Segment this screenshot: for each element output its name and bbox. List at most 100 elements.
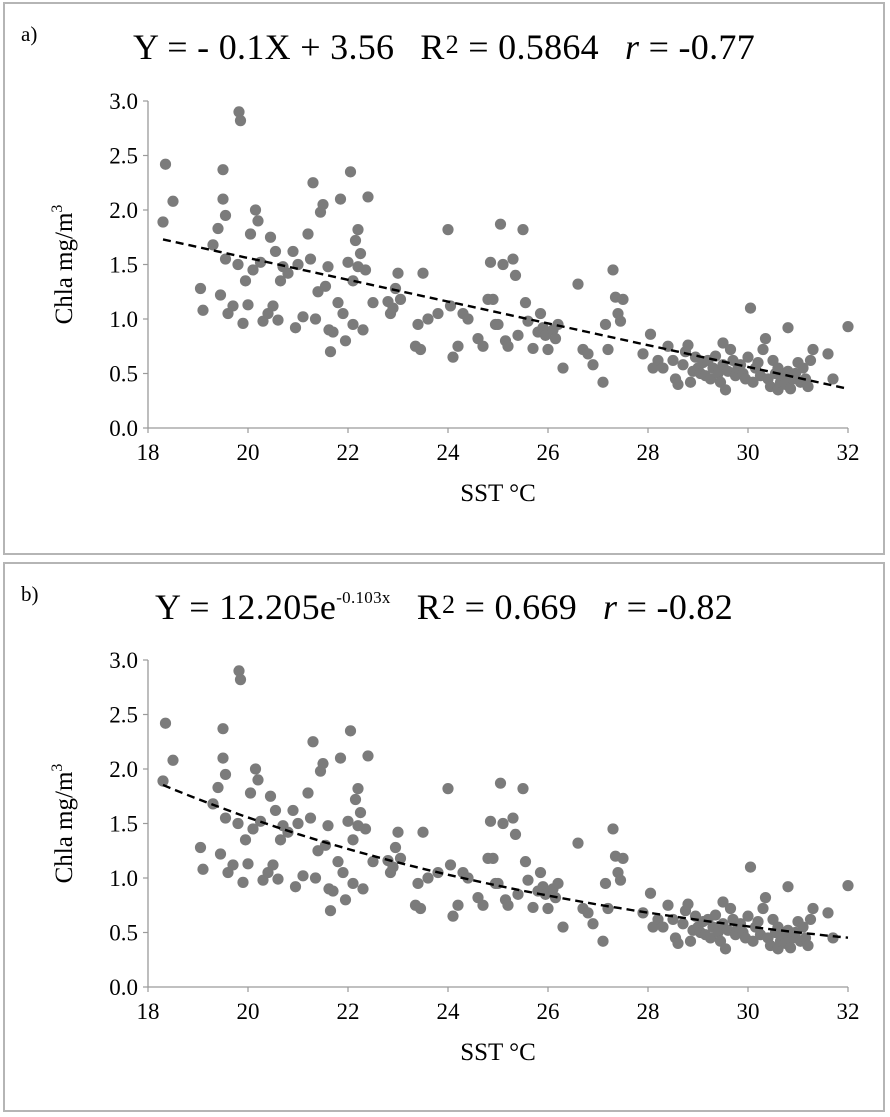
data-point bbox=[507, 812, 519, 824]
data-point bbox=[422, 872, 434, 884]
x-tick-label: 32 bbox=[837, 440, 860, 465]
data-point bbox=[822, 348, 834, 360]
r-value: = -0.77 bbox=[639, 27, 755, 67]
y-axis-title-superscript: 3 bbox=[49, 764, 66, 772]
data-point bbox=[362, 191, 374, 203]
data-point bbox=[602, 343, 614, 356]
data-point bbox=[322, 820, 334, 832]
data-point bbox=[322, 261, 334, 273]
data-point bbox=[542, 343, 554, 356]
data-point bbox=[287, 804, 299, 817]
data-point bbox=[167, 754, 179, 766]
data-point bbox=[274, 275, 287, 287]
x-tick-label: 26 bbox=[537, 440, 560, 465]
data-point bbox=[349, 234, 362, 247]
data-point bbox=[759, 333, 772, 345]
chart-panel-a: a) Y = - 0.1X + 3.56 R2 = 0.5864 r = -0.77… bbox=[3, 2, 885, 555]
data-point bbox=[582, 348, 594, 360]
data-point bbox=[512, 888, 524, 900]
data-point bbox=[509, 828, 522, 840]
data-point bbox=[289, 881, 302, 893]
y-tick-label: 3.0 bbox=[109, 648, 138, 673]
data-point bbox=[267, 300, 279, 312]
data-point bbox=[319, 280, 332, 292]
data-point bbox=[394, 852, 407, 864]
data-point bbox=[599, 318, 612, 331]
data-point bbox=[509, 269, 522, 281]
data-point bbox=[354, 807, 367, 819]
data-point bbox=[517, 783, 529, 795]
data-point bbox=[782, 322, 794, 334]
data-point bbox=[252, 774, 264, 786]
r-value: = -0.82 bbox=[617, 587, 734, 627]
data-point bbox=[597, 935, 609, 947]
data-point bbox=[757, 343, 769, 356]
data-point bbox=[557, 362, 569, 374]
data-point bbox=[217, 193, 229, 205]
data-point bbox=[487, 852, 499, 864]
data-point bbox=[572, 278, 584, 290]
x-tick-label: 18 bbox=[137, 999, 160, 1024]
x-axis-title: SST °C bbox=[460, 1039, 536, 1066]
y-axis-title-text: Chla mg/m bbox=[51, 771, 78, 883]
data-point bbox=[484, 256, 497, 268]
data-point bbox=[442, 783, 454, 795]
data-point bbox=[249, 763, 262, 775]
data-point bbox=[212, 222, 224, 235]
data-point bbox=[237, 317, 249, 329]
data-point bbox=[297, 870, 309, 882]
data-point bbox=[274, 834, 287, 846]
data-point bbox=[317, 198, 329, 211]
data-point bbox=[417, 267, 429, 279]
y-tick-label: 1.5 bbox=[109, 812, 138, 837]
data-point bbox=[657, 362, 669, 374]
data-point bbox=[254, 256, 267, 268]
data-point bbox=[412, 877, 424, 890]
data-point bbox=[447, 910, 459, 922]
data-point bbox=[452, 340, 464, 352]
data-point bbox=[233, 106, 245, 118]
data-point bbox=[304, 812, 317, 824]
r2-superscript: 2 bbox=[445, 30, 459, 59]
data-point bbox=[237, 876, 249, 888]
data-point bbox=[289, 322, 302, 334]
data-point bbox=[327, 326, 339, 338]
data-point bbox=[667, 354, 679, 367]
data-point bbox=[442, 224, 454, 236]
data-point bbox=[782, 881, 794, 893]
data-point bbox=[614, 315, 627, 327]
data-point bbox=[344, 166, 357, 178]
data-point bbox=[757, 902, 769, 915]
data-point bbox=[684, 935, 697, 947]
data-point bbox=[752, 916, 764, 928]
data-point bbox=[587, 359, 599, 371]
data-point bbox=[497, 258, 509, 271]
data-point bbox=[572, 837, 584, 849]
data-point bbox=[452, 899, 464, 911]
data-point bbox=[242, 299, 254, 311]
data-point bbox=[717, 337, 729, 349]
data-point bbox=[214, 848, 227, 860]
data-point bbox=[502, 340, 514, 352]
data-point bbox=[167, 195, 179, 207]
data-point bbox=[414, 902, 427, 915]
data-point bbox=[347, 877, 359, 890]
y-tick-label: 2.5 bbox=[109, 144, 138, 169]
data-point bbox=[797, 921, 809, 933]
data-point bbox=[682, 898, 694, 910]
x-tick-label: 24 bbox=[437, 999, 461, 1024]
y-tick-label: 1.0 bbox=[109, 307, 138, 332]
data-point bbox=[614, 874, 627, 886]
data-point bbox=[804, 913, 817, 926]
r2-value: = 0.5864 bbox=[458, 27, 599, 67]
data-point bbox=[239, 834, 252, 846]
y-tick-label: 0.5 bbox=[109, 921, 138, 946]
y-tick-label: 1.0 bbox=[109, 866, 138, 891]
data-point bbox=[217, 723, 229, 735]
data-point bbox=[822, 907, 834, 919]
data-point bbox=[339, 335, 352, 347]
data-point bbox=[807, 902, 819, 915]
data-point bbox=[362, 750, 374, 762]
r-label: r bbox=[624, 27, 640, 67]
trend-line bbox=[162, 783, 849, 939]
